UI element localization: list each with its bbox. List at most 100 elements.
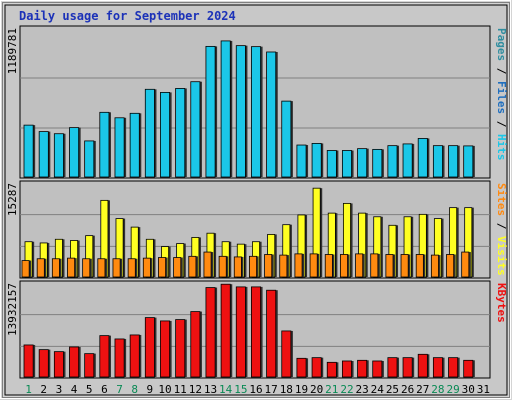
x-tick-label-5: 5 bbox=[86, 383, 93, 396]
bar-sites-day-8 bbox=[127, 258, 136, 278]
x-tick-label-26: 26 bbox=[401, 383, 414, 396]
x-tick-label-2: 2 bbox=[40, 383, 47, 396]
bar-sites-day-11 bbox=[173, 257, 182, 278]
y-max-label: 1189781 bbox=[6, 28, 19, 74]
bar-sites-day-14 bbox=[218, 255, 227, 278]
series-legend-label: Sites / Visits bbox=[495, 183, 508, 276]
bar-kbytes-day-8 bbox=[129, 334, 140, 378]
bar-sites-day-24 bbox=[370, 253, 379, 278]
bar-hits-day-22 bbox=[341, 150, 352, 178]
x-tick-label-16: 16 bbox=[249, 383, 262, 396]
bar-sites-day-22 bbox=[339, 254, 348, 278]
bar-hits-day-13 bbox=[205, 45, 216, 178]
bar-sites-day-29 bbox=[446, 254, 455, 278]
bar-hits-day-24 bbox=[372, 148, 383, 178]
bar-hits-day-19 bbox=[296, 144, 307, 178]
bar-kbytes-day-15 bbox=[235, 286, 246, 378]
bar-kbytes-day-23 bbox=[357, 359, 368, 378]
bar-sites-day-4 bbox=[67, 257, 76, 278]
legend-part: Visits bbox=[495, 236, 508, 276]
legend-part: / bbox=[495, 114, 508, 134]
bar-sites-day-12 bbox=[188, 255, 197, 278]
x-tick-label-6: 6 bbox=[101, 383, 108, 396]
y-max-label: 15287 bbox=[6, 183, 19, 216]
bar-hits-day-5 bbox=[84, 140, 95, 178]
bar-hits-day-2 bbox=[38, 131, 49, 178]
bar-kbytes-day-6 bbox=[99, 335, 110, 378]
bar-hits-day-18 bbox=[281, 100, 292, 178]
x-tick-label-9: 9 bbox=[147, 383, 154, 396]
bar-kbytes-day-13 bbox=[205, 287, 216, 378]
bar-sites-day-13 bbox=[203, 251, 212, 278]
bar-sites-day-30 bbox=[461, 251, 470, 278]
bar-sites-day-16 bbox=[249, 255, 257, 278]
x-tick-label-22: 22 bbox=[340, 383, 353, 396]
bar-kbytes-day-10 bbox=[160, 320, 171, 378]
bar-sites-day-18 bbox=[279, 254, 288, 278]
x-tick-label-19: 19 bbox=[295, 383, 308, 396]
x-tick-label-10: 10 bbox=[158, 383, 171, 396]
bar-hits-day-16 bbox=[251, 46, 261, 178]
bar-sites-day-10 bbox=[158, 257, 167, 278]
bar-hits-day-17 bbox=[266, 51, 277, 178]
bar-hits-day-11 bbox=[175, 88, 186, 178]
series-legend-label: KBytes bbox=[495, 283, 508, 323]
x-tick-label-1: 1 bbox=[25, 383, 32, 396]
bar-kbytes-day-24 bbox=[372, 360, 383, 378]
bar-sites-day-19 bbox=[294, 253, 303, 278]
bar-sites-day-2 bbox=[36, 258, 45, 278]
legend-part: Files bbox=[495, 81, 508, 114]
legend-part: KBytes bbox=[495, 283, 508, 323]
bar-hits-day-6 bbox=[99, 111, 110, 178]
bar-hits-day-4 bbox=[69, 127, 80, 178]
bar-kbytes-day-7 bbox=[114, 338, 125, 378]
bar-kbytes-day-22 bbox=[341, 360, 352, 378]
bar-kbytes-day-16 bbox=[251, 286, 261, 378]
x-tick-label-7: 7 bbox=[116, 383, 123, 396]
bar-kbytes-day-5 bbox=[84, 353, 95, 378]
x-tick-label-30: 30 bbox=[462, 383, 475, 396]
x-tick-label-17: 17 bbox=[265, 383, 278, 396]
bar-kbytes-day-3 bbox=[53, 351, 64, 378]
bar-sites-day-5 bbox=[82, 258, 91, 278]
x-tick-label-24: 24 bbox=[371, 383, 385, 396]
bar-kbytes-day-30 bbox=[463, 359, 474, 378]
x-tick-label-15: 15 bbox=[234, 383, 247, 396]
x-tick-label-12: 12 bbox=[189, 383, 202, 396]
bar-kbytes-day-25 bbox=[387, 357, 398, 378]
bar-hits-day-23 bbox=[357, 148, 368, 178]
bar-sites-day-1 bbox=[21, 260, 30, 278]
legend-part: / bbox=[495, 61, 508, 81]
bar-kbytes-day-28 bbox=[432, 357, 443, 378]
bar-sites-day-25 bbox=[385, 254, 394, 278]
x-tick-label-25: 25 bbox=[386, 383, 399, 396]
x-tick-label-20: 20 bbox=[310, 383, 323, 396]
bar-sites-day-28 bbox=[430, 254, 439, 278]
x-tick-label-13: 13 bbox=[204, 383, 217, 396]
x-tick-label-27: 27 bbox=[416, 383, 429, 396]
legend-part: Hits bbox=[495, 134, 508, 161]
chart-title: Daily usage for September 2024 bbox=[19, 9, 236, 23]
bar-hits-day-29 bbox=[448, 145, 459, 178]
bar-hits-day-10 bbox=[160, 92, 171, 178]
bar-hits-day-25 bbox=[387, 145, 398, 178]
bar-kbytes-day-11 bbox=[175, 319, 186, 378]
bar-kbytes-day-14 bbox=[220, 283, 231, 378]
bar-kbytes-day-29 bbox=[448, 357, 459, 378]
bar-sites-day-15 bbox=[233, 256, 242, 278]
bar-sites-day-23 bbox=[355, 253, 364, 278]
bar-kbytes-day-17 bbox=[266, 289, 277, 378]
bar-kbytes-day-9 bbox=[144, 317, 155, 378]
bar-kbytes-day-2 bbox=[38, 349, 49, 378]
x-tick-label-23: 23 bbox=[356, 383, 369, 396]
bar-kbytes-day-27 bbox=[417, 353, 428, 378]
legend-part: / bbox=[495, 216, 508, 236]
panel-visits: 15287 Sites / Visits bbox=[6, 180, 508, 279]
x-tick-label-21: 21 bbox=[325, 383, 338, 396]
bar-hits-day-7 bbox=[114, 117, 125, 178]
x-tick-label-11: 11 bbox=[174, 383, 187, 396]
bar-hits-day-26 bbox=[402, 143, 413, 178]
bar-sites-day-20 bbox=[309, 253, 318, 278]
